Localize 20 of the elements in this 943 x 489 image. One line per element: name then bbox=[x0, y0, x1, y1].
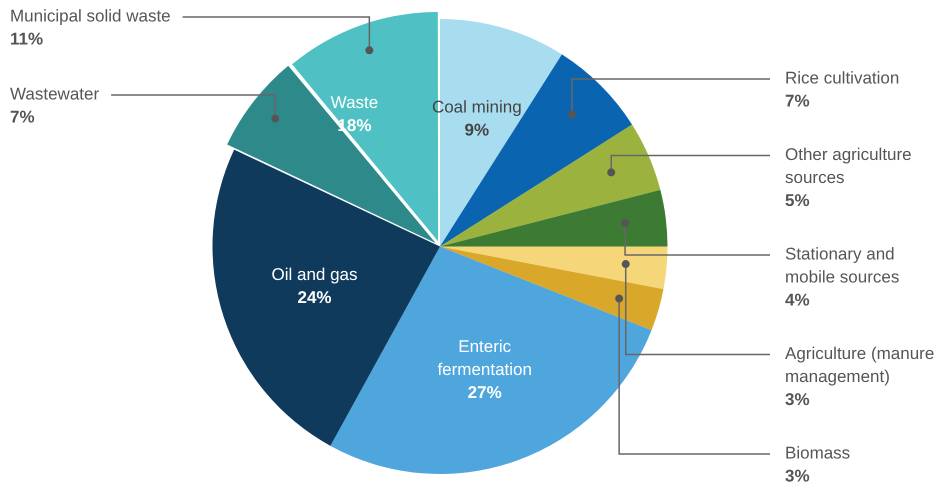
slice-label: Other agriculture sources bbox=[785, 145, 912, 188]
slice-label: Rice cultivation bbox=[785, 68, 900, 88]
slice-label: Stationary and mobile sources bbox=[785, 244, 900, 287]
data-label: 9% bbox=[464, 120, 490, 140]
data-label: 7% bbox=[10, 108, 35, 127]
data-label: 3% bbox=[785, 390, 810, 410]
slice-label: Oil and gas bbox=[272, 264, 358, 284]
data-label: 3% bbox=[785, 466, 810, 486]
data-label: 27% bbox=[468, 382, 502, 402]
data-label: 24% bbox=[297, 288, 332, 307]
slice-label: Biomass bbox=[785, 444, 850, 463]
data-label: 11% bbox=[10, 30, 44, 49]
data-label: 7% bbox=[785, 92, 810, 111]
slice-label: Wastewater bbox=[10, 84, 100, 104]
data-label: 4% bbox=[785, 290, 810, 310]
slice-label: Agriculture (manure management) bbox=[785, 344, 934, 386]
slice-label: Municipal solid waste bbox=[10, 6, 171, 26]
slice-label: Coal mining bbox=[432, 97, 522, 116]
data-label: 5% bbox=[785, 191, 810, 210]
slice-label: Enteric fermentation bbox=[437, 336, 532, 379]
